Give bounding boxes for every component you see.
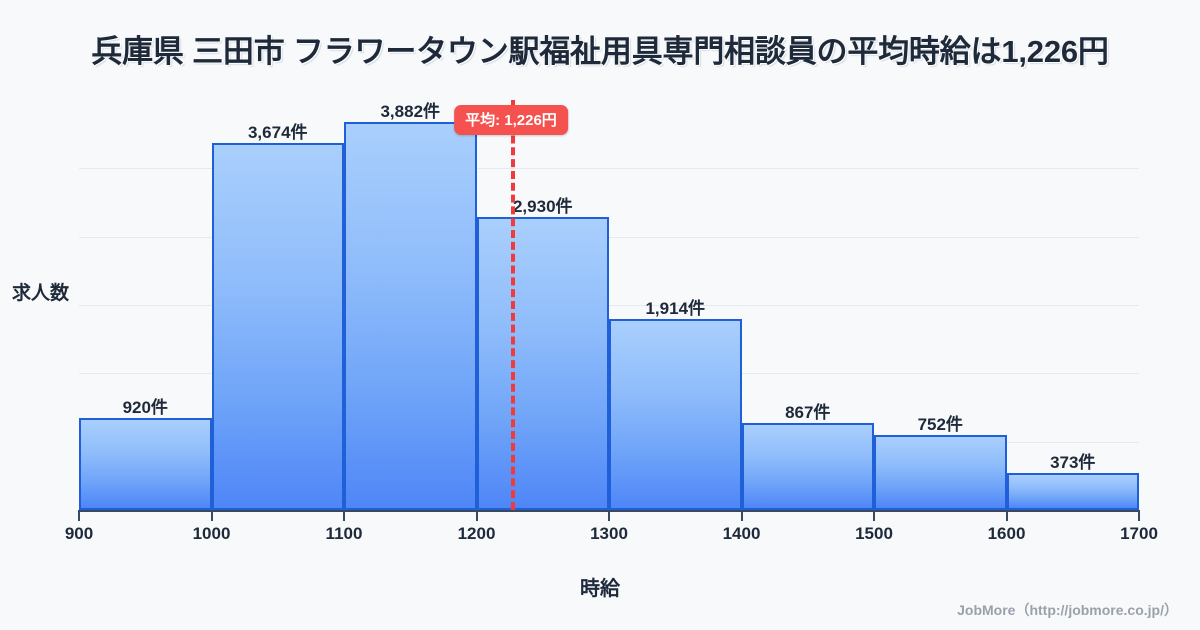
bar: [874, 434, 1007, 510]
gridline: [79, 236, 1139, 238]
bar-value-label: 3,882件: [380, 101, 441, 121]
x-tick: [1005, 510, 1008, 521]
bar: [1006, 472, 1139, 510]
x-tick-label: 1500: [855, 524, 893, 543]
bar-value-label: 1,914件: [645, 298, 706, 318]
x-tick: [740, 510, 743, 521]
x-tick: [210, 510, 213, 521]
x-tick: [608, 510, 610, 521]
bar: [211, 142, 344, 510]
x-tick: [78, 510, 80, 521]
x-tick-label: 900: [64, 524, 94, 543]
plot-area: 920件 3,674件 3,882件 2,930件 1,914件 867件 752件 373件…: [65, 100, 1158, 543]
x-tick-label: 1300: [590, 524, 628, 543]
x-tick: [1138, 510, 1140, 521]
bar-value-label: 373件: [1050, 452, 1096, 472]
watermark: JobMore（http://jobmore.co.jp/）: [957, 602, 1178, 618]
x-tick: [475, 510, 478, 521]
bar-value-label: 2,930件: [512, 197, 573, 216]
bar: [344, 121, 477, 510]
page-title: 兵庫県 三田市 フラワータウン駅福祉用具専門相談員の平均時給は1,226円: [91, 34, 1109, 69]
x-tick: [873, 510, 875, 521]
mean-line: [510, 100, 515, 510]
x-tick-label: 1600: [987, 524, 1026, 543]
bar-value-label: 867件: [785, 403, 831, 423]
bar-value-label: 3,674件: [247, 122, 308, 142]
gridline: [79, 305, 1139, 306]
mean-badge: 平均: 1,226円: [454, 105, 568, 135]
x-tick-label: 1000: [192, 524, 231, 543]
x-axis-title: 時給: [580, 578, 620, 600]
x-tick-label: 1400: [722, 524, 761, 543]
x-tick: [343, 510, 345, 521]
bar-value-label: 920件: [122, 398, 168, 417]
bar: [79, 418, 212, 510]
x-tick-label: 1200: [457, 524, 496, 543]
x-axis-line: [78, 510, 1139, 512]
gridline: [79, 168, 1139, 170]
y-axis-title: 求人数: [12, 283, 70, 304]
bar: [609, 318, 742, 510]
x-tick-label: 1700: [1120, 524, 1158, 543]
bar: [476, 217, 609, 510]
bar: [741, 423, 874, 510]
x-tick-label: 1100: [325, 524, 363, 543]
bar-value-label: 752件: [917, 414, 963, 434]
